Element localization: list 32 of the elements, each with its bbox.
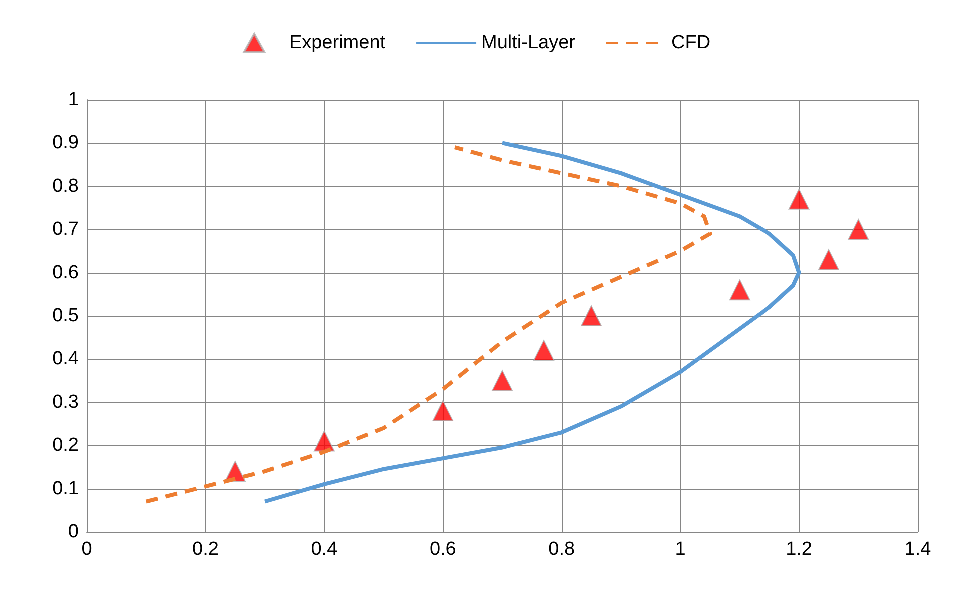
x-tick-label: 1.4 (904, 539, 932, 560)
x-tick-label: 0.2 (192, 539, 219, 560)
point (534, 340, 555, 362)
point (848, 219, 870, 240)
point (818, 249, 840, 270)
x-tick-label: 1.2 (786, 539, 812, 560)
y-tick-label: 0.9 (52, 132, 79, 154)
legend-label: Experiment (289, 32, 386, 54)
y-tick-label: 0.1 (52, 478, 79, 500)
line-series (144, 146, 712, 504)
x-tick-label: 1 (675, 539, 686, 560)
x-tick-label: 0.4 (311, 539, 338, 560)
y-tick-label: 0.3 (52, 392, 79, 413)
point (729, 280, 750, 301)
y-tick-label: 0.7 (52, 219, 79, 240)
y-tick-label: 0.8 (52, 176, 79, 197)
legend-label: Multi-Layer (482, 32, 576, 54)
y-tick-label: 0.6 (52, 262, 79, 284)
line-series (263, 141, 802, 504)
x-tick-label: 0.8 (548, 539, 576, 560)
point (492, 370, 513, 392)
point (581, 306, 602, 326)
y-tick-label: 0 (68, 522, 79, 542)
y-tick-label: 0.5 (52, 306, 79, 326)
y-tick-label: 1 (68, 90, 79, 110)
x-tick-label: 0 (82, 539, 92, 560)
y-tick-label: 0.4 (52, 348, 80, 370)
point (788, 188, 810, 210)
point (432, 400, 454, 422)
y-tick-label: 0.2 (52, 435, 79, 456)
legend-label: CFD (672, 32, 711, 54)
x-tick-label: 0.6 (430, 539, 456, 560)
